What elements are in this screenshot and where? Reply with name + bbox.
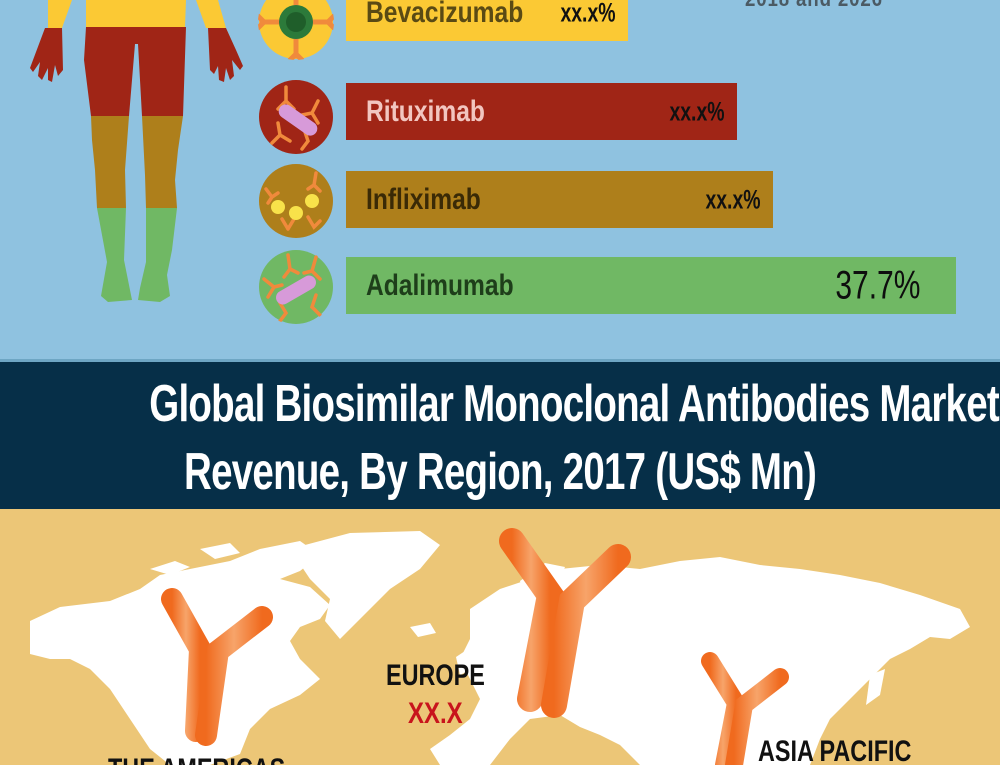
bar-label: Adalimumab (366, 268, 514, 302)
bar-adalimumab: Adalimumab 37.7% (346, 257, 956, 314)
region-label-americas: THE AMERICAS (108, 753, 285, 765)
bar-rituximab: Rituximab xx.x% (346, 83, 737, 140)
bar-value: xx.x% (669, 96, 725, 126)
antibody-cell-icon (259, 250, 333, 324)
human-body-illustration (30, 0, 243, 302)
bar-label: Infliximab (366, 182, 481, 216)
antibody-icon-europe (499, 528, 631, 718)
bar-infliximab: Infliximab xx.x% (346, 171, 773, 228)
antibody-virus-icon (258, 0, 334, 60)
region-label-europe: EUROPE (386, 659, 485, 692)
region-label-asia-pacific: ASIA PACIFIC (758, 735, 912, 765)
page-title-line-1: Global Biosimilar Monoclonal Antibodies … (0, 374, 1000, 434)
page-title-text: Revenue, By Region, 2017 (US$ Mn) (183, 443, 817, 501)
clipped-subtitle: 2018 and 2026 (745, 0, 883, 12)
region-value-europe: XX.X (408, 697, 463, 730)
page-title-line-2: Revenue, By Region, 2017 (US$ Mn) (0, 442, 1000, 502)
antibody-icon-asia (701, 652, 789, 765)
bar-bevacizumab: Bevacizumab xx.x% (346, 0, 628, 41)
bar-label: Bevacizumab (366, 0, 524, 29)
page-title-text: Global Biosimilar Monoclonal Antibodies … (149, 375, 999, 433)
bar-value: 37.7% (834, 263, 920, 307)
antibody-molecule-icon (259, 164, 333, 238)
world-map-panel: EUROPE XX.X THE AMERICAS ASIA PACIFIC (0, 509, 1000, 765)
antibody-icon-americas (161, 588, 273, 746)
bar-value: xx.x% (560, 0, 616, 27)
bar-value: xx.x% (705, 184, 761, 214)
world-map (30, 528, 970, 765)
bar-label: Rituximab (366, 94, 485, 128)
title-band: Global Biosimilar Monoclonal Antibodies … (0, 359, 1000, 509)
antibody-cell-icon (259, 80, 333, 154)
drug-share-panel: 2018 and 2026 Be (0, 0, 1000, 359)
